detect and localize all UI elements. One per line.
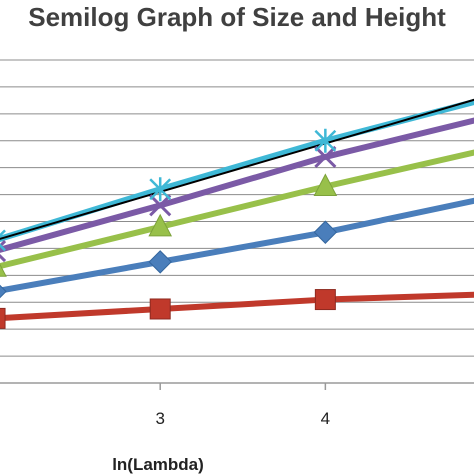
series-line [0, 197, 474, 294]
x-tick-label: 3 [155, 409, 164, 428]
data-point [149, 194, 172, 217]
series [0, 98, 474, 322]
markers [0, 128, 338, 329]
data-point [148, 250, 172, 274]
series-line [0, 149, 474, 270]
data-point [0, 263, 7, 277]
data-point [148, 213, 173, 237]
data-point [0, 284, 7, 299]
series-line [0, 291, 474, 322]
data-point [313, 220, 338, 244]
data-point [0, 240, 7, 263]
data-point [149, 177, 172, 202]
data-point [314, 128, 337, 153]
data-point [149, 298, 171, 320]
data-point [0, 229, 6, 252]
x-axis-label: ln(Lambda) [112, 455, 204, 474]
series-line [0, 117, 474, 253]
data-point [314, 289, 336, 311]
data-point [0, 307, 6, 329]
data-point [313, 173, 338, 197]
chart-title: Semilog Graph of Size and Height [28, 2, 446, 32]
trendline [0, 98, 474, 240]
data-point [314, 145, 337, 168]
x-tick-label: 4 [321, 409, 330, 428]
